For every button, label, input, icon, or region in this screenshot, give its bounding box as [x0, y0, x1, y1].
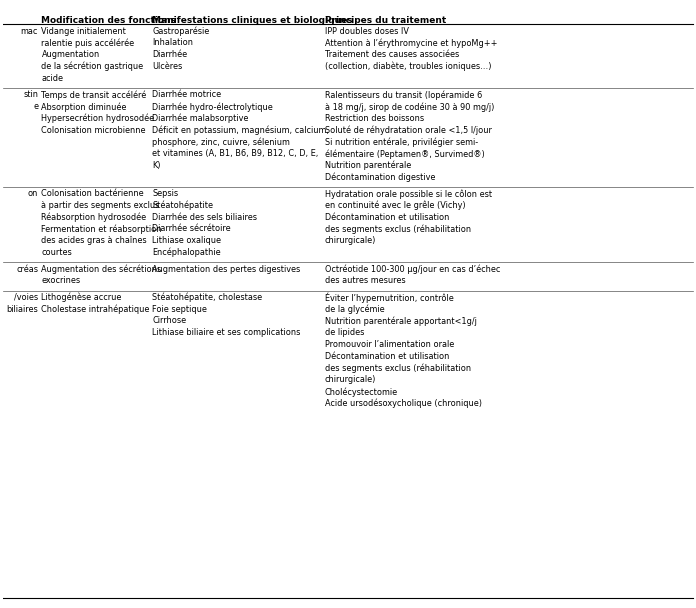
- Text: Encéphalopathie: Encéphalopathie: [152, 248, 221, 258]
- Text: exocrines: exocrines: [42, 277, 81, 285]
- Text: Ulcères: Ulcères: [152, 62, 182, 71]
- Text: biliaires: biliaires: [6, 305, 38, 314]
- Text: Augmentation: Augmentation: [42, 50, 100, 59]
- Text: courtes: courtes: [42, 248, 72, 257]
- Text: de la sécrétion gastrique: de la sécrétion gastrique: [42, 62, 143, 71]
- Text: en continuité avec le grêle (Vichy): en continuité avec le grêle (Vichy): [325, 201, 466, 210]
- Text: à partir des segments exclus: à partir des segments exclus: [42, 201, 160, 210]
- Text: chirurgicale): chirurgicale): [325, 375, 377, 384]
- Text: Cholécystectomie: Cholécystectomie: [325, 387, 398, 396]
- Text: Cholestase intrahépatique: Cholestase intrahépatique: [42, 305, 150, 314]
- Text: et vitamines (A, B1, B6, B9, B12, C, D, E,: et vitamines (A, B1, B6, B9, B12, C, D, …: [152, 149, 319, 158]
- Text: e: e: [33, 102, 38, 111]
- Text: Augmentation des pertes digestives: Augmentation des pertes digestives: [152, 264, 300, 274]
- Text: Si nutrition entérale, privilégier semi-: Si nutrition entérale, privilégier semi-: [325, 137, 478, 147]
- Text: chirurgicale): chirurgicale): [325, 237, 377, 245]
- Text: stin: stin: [23, 90, 38, 99]
- Text: élémentaire (Peptamen®, Survimed®): élémentaire (Peptamen®, Survimed®): [325, 149, 484, 159]
- Text: Lithiase biliaire et ses complications: Lithiase biliaire et ses complications: [152, 328, 301, 337]
- Text: créas: créas: [16, 264, 38, 274]
- Text: de lipides: de lipides: [325, 328, 364, 337]
- Text: Réabsorption hydrosodée: Réabsorption hydrosodée: [42, 213, 147, 222]
- Text: Manifestations cliniques et biologiques: Manifestations cliniques et biologiques: [152, 16, 353, 26]
- Text: Colonisation bactérienne: Colonisation bactérienne: [42, 189, 144, 198]
- Text: Diarrhée malabsorptive: Diarrhée malabsorptive: [152, 114, 248, 123]
- Text: Restriction des boissons: Restriction des boissons: [325, 114, 424, 123]
- Text: Sepsis: Sepsis: [152, 189, 178, 198]
- Text: Modification des fonctions: Modification des fonctions: [42, 16, 177, 26]
- Text: ralentie puis accélérée: ralentie puis accélérée: [42, 38, 134, 48]
- Text: (collection, diabète, troubles ioniques…): (collection, diabète, troubles ioniques……: [325, 62, 491, 71]
- Text: Principes du traitement: Principes du traitement: [325, 16, 446, 26]
- Text: Traitement des causes associées: Traitement des causes associées: [325, 50, 459, 59]
- Text: Décontamination digestive: Décontamination digestive: [325, 173, 435, 182]
- Text: /voies: /voies: [14, 293, 38, 302]
- Text: Cirrhose: Cirrhose: [152, 317, 187, 325]
- Text: Foie septique: Foie septique: [152, 305, 207, 314]
- Text: Acide ursodésoxycholique (chronique): Acide ursodésoxycholique (chronique): [325, 399, 482, 409]
- Text: à 18 mg/j, sirop de codéine 30 à 90 mg/j): à 18 mg/j, sirop de codéine 30 à 90 mg/j…: [325, 102, 494, 111]
- Text: des segments exclus (réhabilitation: des segments exclus (réhabilitation: [325, 224, 471, 234]
- Text: Hydratation orale possible si le côlon est: Hydratation orale possible si le côlon e…: [325, 189, 492, 199]
- Text: des autres mesures: des autres mesures: [325, 277, 406, 285]
- Text: Gastroparésie: Gastroparésie: [152, 27, 209, 36]
- Text: des acides gras à chaînes: des acides gras à chaînes: [42, 237, 147, 245]
- Text: Diarrhée motrice: Diarrhée motrice: [152, 90, 221, 99]
- Text: Colonisation microbienne: Colonisation microbienne: [42, 126, 146, 134]
- Text: Décontamination et utilisation: Décontamination et utilisation: [325, 352, 449, 361]
- Text: Nutrition parentérale: Nutrition parentérale: [325, 161, 411, 170]
- Text: Lithiase oxalique: Lithiase oxalique: [152, 237, 221, 245]
- Text: Diarrhée sécrétoire: Diarrhée sécrétoire: [152, 224, 230, 233]
- Text: Ralentisseurs du transit (lopéramide 6: Ralentisseurs du transit (lopéramide 6: [325, 90, 482, 100]
- Text: Décontamination et utilisation: Décontamination et utilisation: [325, 213, 449, 222]
- Text: K): K): [152, 161, 161, 170]
- Text: Diarrhée hydro-électrolytique: Diarrhée hydro-électrolytique: [152, 102, 273, 111]
- Text: Hypersecrétion hydrosodée: Hypersecrétion hydrosodée: [42, 114, 155, 123]
- Text: Promouvoir l’alimentation orale: Promouvoir l’alimentation orale: [325, 340, 454, 349]
- Text: Diarrhée des sels biliaires: Diarrhée des sels biliaires: [152, 213, 257, 222]
- Text: Nutrition parentérale apportant<1g/j: Nutrition parentérale apportant<1g/j: [325, 317, 477, 326]
- Text: acide: acide: [42, 74, 63, 83]
- Text: Temps de transit accéléré: Temps de transit accéléré: [42, 90, 147, 100]
- Text: Stéatohépatite, cholestase: Stéatohépatite, cholestase: [152, 293, 262, 302]
- Text: des segments exclus (réhabilitation: des segments exclus (réhabilitation: [325, 364, 471, 373]
- Text: Attention à l’érythromycine et hypoMg++: Attention à l’érythromycine et hypoMg++: [325, 38, 498, 48]
- Text: Inhalation: Inhalation: [152, 38, 193, 47]
- Text: Éviter l’hypernutrition, contrôle: Éviter l’hypernutrition, contrôle: [325, 293, 454, 303]
- Text: Fermentation et réabsorption: Fermentation et réabsorption: [42, 224, 162, 234]
- Text: mac: mac: [21, 27, 38, 36]
- Text: Absorption diminuée: Absorption diminuée: [42, 102, 127, 111]
- Text: Vidange initialement: Vidange initialement: [42, 27, 127, 36]
- Text: Octréotide 100-300 µg/jour en cas d’échec: Octréotide 100-300 µg/jour en cas d’éche…: [325, 264, 500, 274]
- Text: Déficit en potassium, magnésium, calcium,: Déficit en potassium, magnésium, calcium…: [152, 126, 329, 135]
- Text: on: on: [28, 189, 38, 198]
- Text: IPP doubles doses IV: IPP doubles doses IV: [325, 27, 409, 36]
- Text: de la glycémie: de la glycémie: [325, 305, 384, 314]
- Text: Stéatohépatite: Stéatohépatite: [152, 201, 213, 210]
- Text: Diarrhée: Diarrhée: [152, 50, 187, 59]
- Text: Lithogénèse accrue: Lithogénèse accrue: [42, 293, 122, 302]
- Text: Augmentation des sécrétions: Augmentation des sécrétions: [42, 264, 161, 274]
- Text: phosphore, zinc, cuivre, sélenium: phosphore, zinc, cuivre, sélenium: [152, 137, 290, 147]
- Text: Soluté de réhydratation orale <1,5 l/jour: Soluté de réhydratation orale <1,5 l/jou…: [325, 126, 492, 135]
